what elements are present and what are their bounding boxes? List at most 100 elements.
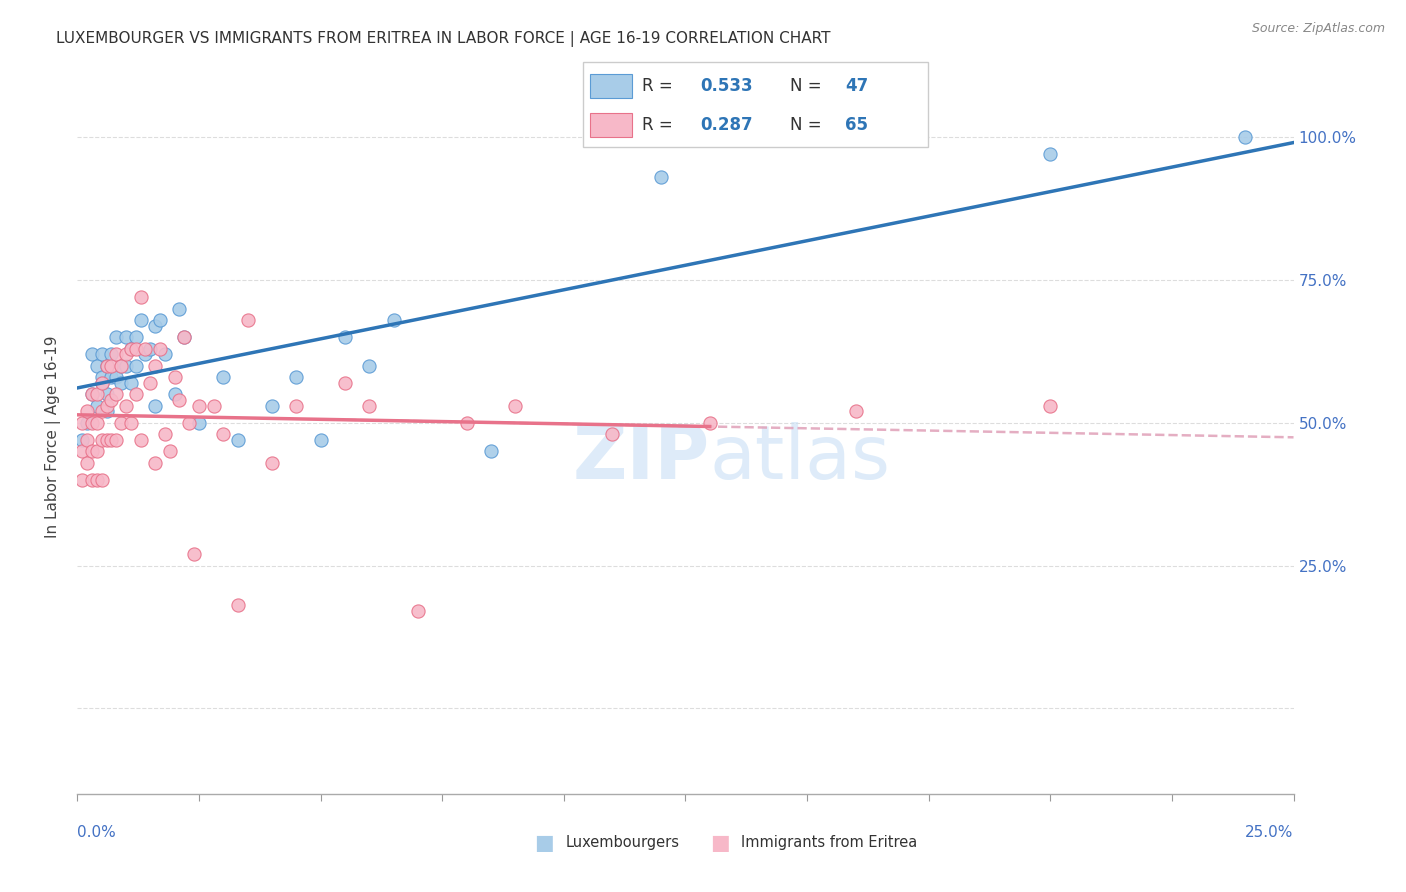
Point xyxy=(80,387,103,401)
Point xyxy=(115,330,138,344)
Point xyxy=(90,370,112,384)
Point xyxy=(143,359,166,373)
Point xyxy=(173,330,195,344)
Point xyxy=(125,359,148,373)
Point xyxy=(86,399,108,413)
Point xyxy=(1039,147,1062,161)
Point xyxy=(96,359,118,373)
Point xyxy=(110,416,132,430)
Point xyxy=(129,290,152,304)
Point xyxy=(143,318,166,333)
Point xyxy=(153,427,176,442)
Point xyxy=(76,456,98,470)
Text: 0.533: 0.533 xyxy=(700,78,754,95)
Point xyxy=(129,433,152,447)
Point xyxy=(159,444,181,458)
Point xyxy=(90,404,112,418)
Point xyxy=(163,370,186,384)
Point xyxy=(503,399,526,413)
Point xyxy=(236,313,259,327)
Text: ■: ■ xyxy=(534,833,554,853)
Point xyxy=(382,313,405,327)
Point xyxy=(212,370,235,384)
Point xyxy=(120,376,142,390)
Point xyxy=(105,347,128,361)
Point xyxy=(110,359,132,373)
Point xyxy=(110,359,132,373)
Point xyxy=(86,473,108,487)
Point xyxy=(226,433,249,447)
Point xyxy=(134,347,156,361)
Point xyxy=(149,342,172,356)
Point xyxy=(80,473,103,487)
Point xyxy=(120,342,142,356)
Point xyxy=(173,330,195,344)
Point xyxy=(115,347,138,361)
Point xyxy=(86,359,108,373)
Text: 0.0%: 0.0% xyxy=(77,825,117,840)
Y-axis label: In Labor Force | Age 16-19: In Labor Force | Age 16-19 xyxy=(45,335,62,539)
Point xyxy=(188,416,211,430)
Point xyxy=(285,370,308,384)
Point xyxy=(70,444,93,458)
Point xyxy=(845,404,868,418)
Point xyxy=(309,433,332,447)
Point xyxy=(100,433,122,447)
Point xyxy=(359,399,381,413)
Point xyxy=(169,392,191,407)
Point xyxy=(76,433,98,447)
Point xyxy=(120,416,142,430)
Text: 65: 65 xyxy=(845,116,869,134)
Point xyxy=(80,387,103,401)
Point xyxy=(143,456,166,470)
Point xyxy=(90,376,112,390)
Text: R =: R = xyxy=(643,78,678,95)
Point xyxy=(139,376,162,390)
Point xyxy=(105,433,128,447)
Point xyxy=(333,330,356,344)
Text: Immigrants from Eritrea: Immigrants from Eritrea xyxy=(741,836,917,850)
Point xyxy=(125,387,148,401)
Point xyxy=(90,433,112,447)
Point xyxy=(650,170,672,185)
Text: ZIP: ZIP xyxy=(572,422,710,495)
Point xyxy=(149,313,172,327)
Point xyxy=(134,342,156,356)
Point xyxy=(479,444,502,458)
Point xyxy=(80,444,103,458)
Point xyxy=(100,370,122,384)
Point xyxy=(188,399,211,413)
Point xyxy=(1039,399,1062,413)
Text: ■: ■ xyxy=(710,833,730,853)
Point xyxy=(90,473,112,487)
Point xyxy=(179,416,201,430)
Point xyxy=(96,359,118,373)
Text: N =: N = xyxy=(790,78,827,95)
Point xyxy=(86,416,108,430)
Point xyxy=(96,399,118,413)
Bar xyxy=(591,113,631,137)
Point xyxy=(120,342,142,356)
Point xyxy=(80,416,103,430)
Point xyxy=(90,347,112,361)
Text: 0.287: 0.287 xyxy=(700,116,754,134)
Bar xyxy=(591,74,631,98)
Point xyxy=(139,342,162,356)
Point xyxy=(100,392,122,407)
Point xyxy=(86,387,108,401)
Text: atlas: atlas xyxy=(710,422,891,495)
Point xyxy=(153,347,176,361)
Point xyxy=(202,399,225,413)
Point xyxy=(212,427,235,442)
Point xyxy=(602,427,624,442)
Point xyxy=(115,359,138,373)
Text: Luxembourgers: Luxembourgers xyxy=(565,836,679,850)
Text: 47: 47 xyxy=(845,78,869,95)
Text: R =: R = xyxy=(643,116,678,134)
Point xyxy=(70,433,93,447)
Point xyxy=(456,416,478,430)
Point xyxy=(260,456,283,470)
Point xyxy=(96,433,118,447)
Point xyxy=(226,599,249,613)
Point xyxy=(70,416,93,430)
